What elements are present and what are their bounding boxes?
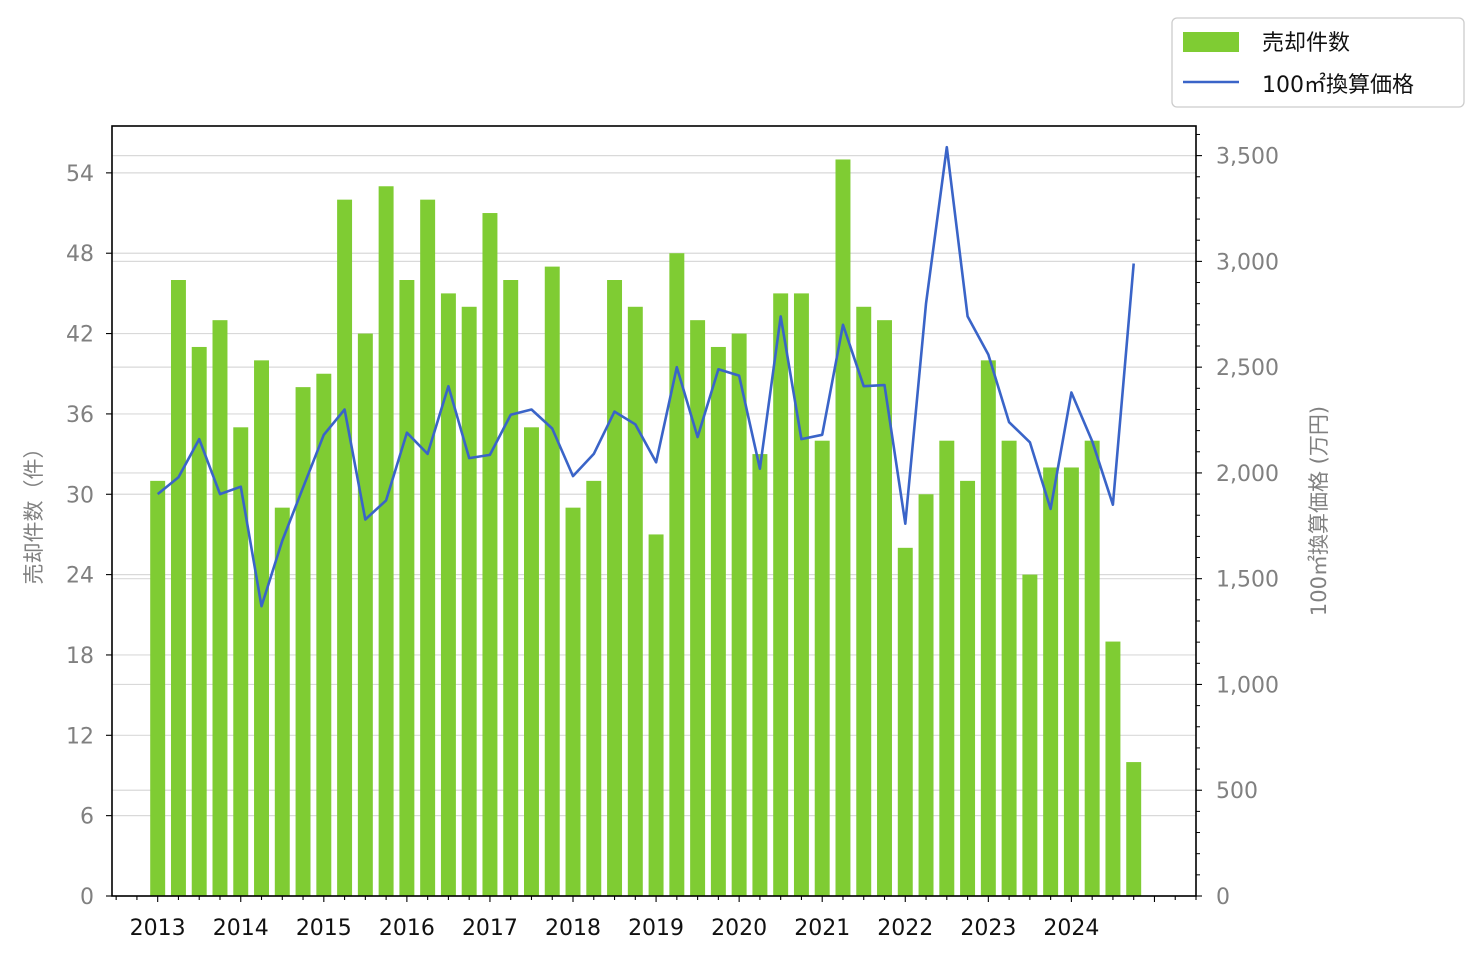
- x-tick-label-2: 2015: [296, 916, 352, 941]
- price-line: [156, 145, 1135, 608]
- bar-10: [357, 333, 373, 897]
- x-tick-label-4: 2017: [462, 916, 518, 941]
- bar-15: [461, 306, 477, 897]
- x-tick-label-1: 2014: [213, 916, 269, 941]
- bar-34: [856, 306, 872, 897]
- bar-13: [420, 199, 436, 897]
- bar-18: [524, 427, 539, 896]
- x-tick-label-0: 2013: [130, 916, 186, 941]
- y-right-tick-label-3: 1,500: [1216, 568, 1279, 593]
- bar-27: [710, 346, 726, 896]
- bar-38: [939, 440, 955, 896]
- y-left-tick-label-9: 54: [66, 162, 94, 187]
- bar-37: [918, 494, 934, 896]
- y-left-tick-label-7: 42: [66, 323, 94, 348]
- bar-20: [565, 507, 581, 896]
- bar-28: [731, 333, 747, 897]
- bar-43: [1043, 467, 1059, 896]
- y-left-tick-label-8: 48: [66, 242, 94, 267]
- bar-1: [170, 280, 186, 896]
- y-right-tick-label-5: 2,500: [1216, 356, 1279, 381]
- y-right-tick-label-6: 3,000: [1216, 250, 1279, 275]
- legend-bar-swatch: [1183, 32, 1239, 52]
- y-left-axis-title: 売却件数（件）: [22, 438, 46, 585]
- y-right-tick-label-0: 0: [1216, 885, 1230, 910]
- legend-box: [1171, 17, 1465, 108]
- bar-4: [233, 427, 249, 896]
- y-left-tick-label-1: 6: [80, 805, 94, 830]
- bar-5: [254, 360, 269, 896]
- x-tick-label-10: 2023: [960, 916, 1016, 941]
- y-left-tick-label-3: 18: [66, 644, 94, 669]
- bar-45: [1084, 440, 1100, 896]
- bar-0: [150, 480, 166, 896]
- x-tick-label-7: 2020: [711, 916, 767, 941]
- bar-46: [1105, 641, 1121, 896]
- plot-frame: [111, 125, 1197, 897]
- bar-33: [835, 159, 851, 896]
- bar-8: [316, 373, 332, 896]
- bar-41: [1001, 440, 1017, 896]
- line-series: [156, 145, 1135, 608]
- bar-30: [773, 293, 789, 896]
- bar-6: [274, 507, 290, 896]
- y-right-axis-title: 100㎡換算価格 (万円): [1307, 406, 1331, 616]
- bar-31: [793, 293, 809, 896]
- bar-3: [212, 320, 228, 896]
- y-left-tick-label-5: 30: [66, 483, 94, 508]
- y-right-tick-label-2: 1,000: [1216, 673, 1279, 698]
- bar-32: [814, 440, 830, 896]
- x-tick-label-8: 2021: [794, 916, 850, 941]
- bar-21: [586, 480, 602, 896]
- bar-14: [440, 293, 456, 896]
- bar-22: [607, 280, 623, 896]
- bar-36: [897, 547, 913, 896]
- bar-17: [503, 280, 519, 896]
- x-axis: 2013 2014 2015 2016 2017 2018 2019 2020 2021 2022…: [115, 896, 1197, 941]
- bar-12: [399, 280, 415, 896]
- bar-19: [544, 266, 560, 896]
- y-right-tick-label-7: 3,500: [1216, 145, 1279, 170]
- bar-9: [337, 199, 353, 897]
- bar-44: [1063, 467, 1079, 896]
- bar-42: [1022, 574, 1038, 896]
- legend: 売却件数 100㎡換算価格: [1171, 17, 1465, 108]
- bar-40: [980, 360, 996, 896]
- bar-39: [960, 480, 976, 896]
- bar-24: [648, 534, 664, 896]
- bar-2: [191, 346, 207, 896]
- x-tick-label-3: 2016: [379, 916, 435, 941]
- bar-35: [877, 320, 892, 896]
- y-left-tick-label-2: 12: [66, 724, 94, 749]
- y-axis-left: 0 6 12 18 24 30 36 42 48 54: [66, 162, 112, 910]
- bar-29: [752, 454, 768, 896]
- bar-7: [295, 387, 311, 896]
- y-right-tick-label-4: 2,000: [1216, 462, 1279, 487]
- bar-series: [150, 159, 1142, 897]
- x-tick-label-9: 2022: [877, 916, 933, 941]
- y-right-tick-label-1: 500: [1216, 779, 1258, 804]
- y-axis-right: 0 500 1,000 1,500 2,000 2,500 3,000 3,500: [1196, 133, 1279, 910]
- legend-label-price: 100㎡換算価格: [1262, 72, 1414, 98]
- bar-23: [627, 306, 643, 897]
- x-tick-label-5: 2018: [545, 916, 601, 941]
- y-left-tick-label-4: 24: [66, 564, 94, 589]
- y-left-tick-label-0: 0: [80, 885, 94, 910]
- bar-47: [1126, 762, 1142, 896]
- legend-label-sales: 売却件数: [1262, 31, 1350, 56]
- x-tick-label-6: 2019: [628, 916, 684, 941]
- y-left-tick-label-6: 36: [66, 403, 94, 428]
- bar-26: [690, 320, 706, 896]
- bar-16: [482, 213, 498, 897]
- bar-25: [669, 253, 685, 896]
- bar-11: [378, 186, 394, 896]
- x-tick-label-11: 2024: [1043, 916, 1099, 941]
